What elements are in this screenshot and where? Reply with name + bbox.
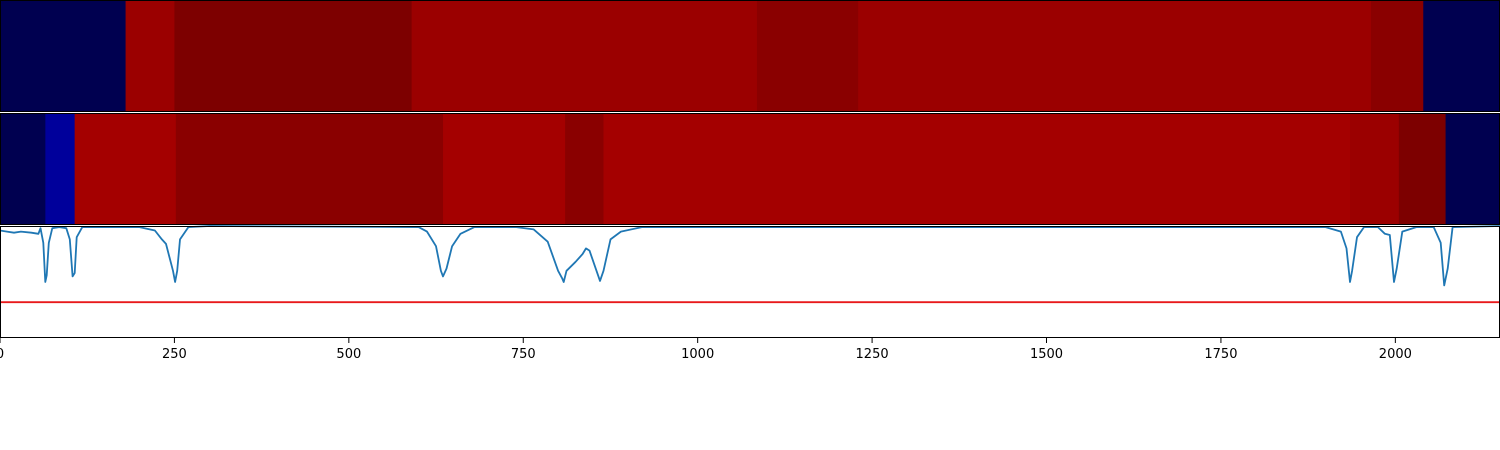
heatmap-segment-2-5	[443, 113, 566, 225]
x-tick-label: 0	[0, 347, 4, 362]
x-axis: 0 250 500 750 1000 1250 1500 1750 2000	[0, 338, 1412, 362]
heatmap-segment-2-2	[45, 113, 76, 225]
x-tick-label: 2000	[1379, 347, 1412, 362]
series-line-1	[0, 225, 1500, 287]
heatmap-segment-2-7	[603, 113, 1351, 225]
x-tick-label: 1000	[681, 347, 714, 362]
heatmap-panel-top	[0, 0, 1500, 112]
heatmap-segment-1-6	[858, 0, 1372, 112]
x-tick-label: 1250	[856, 347, 889, 362]
heatmap-segment-1-5	[756, 0, 859, 112]
heatmap-segment-2-9	[1398, 113, 1447, 225]
heatmap-segment-2-3	[74, 113, 177, 225]
heatmap-segment-2-8	[1350, 113, 1400, 225]
heatmap-segment-2-10	[1445, 113, 1500, 225]
x-tick-label: 250	[162, 347, 187, 362]
heatmap-segment-1-3	[174, 0, 413, 112]
heatmap-segment-2-6	[565, 113, 604, 225]
heatmap-segment-1-2	[125, 0, 175, 112]
x-tick-label: 500	[336, 347, 361, 362]
heatmap-segment-2-4	[175, 113, 444, 225]
heatmap-segment-2-1	[0, 113, 46, 225]
line-plot-background	[0, 226, 1500, 338]
heatmap-panel-middle	[0, 113, 1500, 225]
line-plot-panel	[0, 225, 1500, 338]
heatmap-segment-1-4	[411, 0, 758, 112]
x-tick-label: 1500	[1030, 347, 1063, 362]
heatmap-segment-1-1	[0, 0, 127, 112]
x-tick-label: 750	[511, 347, 536, 362]
x-tick-label: 1750	[1204, 347, 1237, 362]
heatmap-segment-1-7	[1370, 0, 1424, 112]
heatmap-segment-1-8	[1423, 0, 1500, 112]
